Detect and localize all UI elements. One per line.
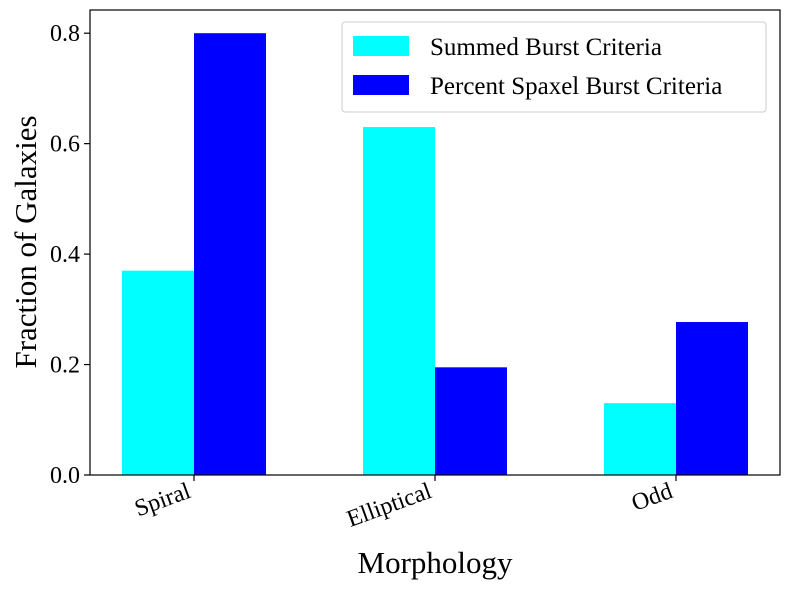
plot-frame — [89, 9, 781, 476]
y-tick-label: 0.8 — [50, 21, 80, 47]
legend: Summed Burst Criteria Percent Spaxel Bur… — [341, 21, 767, 113]
bar-summed-odd — [604, 403, 676, 475]
bar-summed-spiral — [122, 270, 194, 475]
legend-label-summed: Summed Burst Criteria — [430, 34, 662, 61]
x-tick-label-spiral: Spiral — [131, 478, 194, 522]
x-axis: Spiral Elliptical Odd — [131, 475, 677, 533]
x-tick-label-odd: Odd — [628, 478, 676, 517]
x-tick-label-elliptical: Elliptical — [343, 478, 435, 533]
y-tick-label: 0.6 — [50, 132, 80, 158]
bar-percent-spaxel-odd — [676, 322, 748, 475]
bar-percent-spaxel-elliptical — [435, 367, 507, 475]
legend-label-percent-spaxel: Percent Spaxel Burst Criteria — [430, 73, 722, 100]
bar-percent-spaxel-spiral — [194, 33, 266, 476]
legend-swatch-percent-spaxel — [353, 75, 409, 95]
y-axis: 0.0 0.2 0.4 0.6 0.8 — [50, 21, 90, 489]
y-tick-label: 0.2 — [50, 353, 80, 379]
x-axis-label: Morphology — [358, 545, 514, 580]
y-tick-label: 0.4 — [50, 242, 80, 268]
legend-box — [341, 21, 767, 113]
y-tick-label: 0.0 — [50, 463, 80, 489]
bar-summed-elliptical — [363, 127, 435, 476]
bars-group — [122, 33, 748, 476]
legend-swatch-summed — [353, 36, 409, 56]
y-axis-label: Fraction of Galaxies — [8, 115, 43, 368]
